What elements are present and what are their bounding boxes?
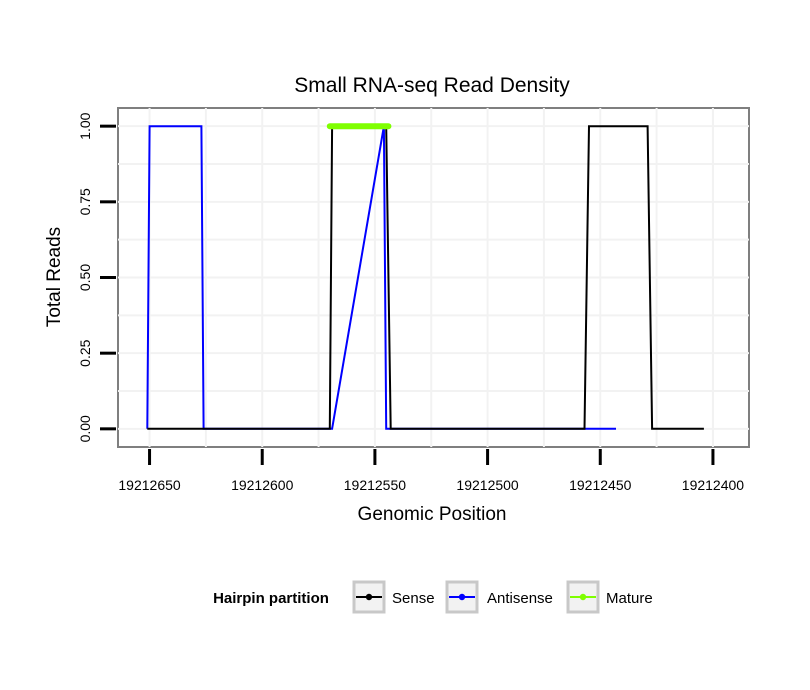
legend: Hairpin partition Sense Antisense Mature [213,580,653,614]
x-tick-label: 19212450 [569,477,632,493]
grid-lines [118,108,749,447]
series-line-sense [147,125,704,430]
y-tick-label: 0.00 [77,415,93,442]
chart-title: Small RNA-seq Read Density [294,74,570,97]
y-tick-label: 0.75 [77,188,93,215]
x-tick-label: 19212550 [344,477,407,493]
x-axis-title: Genomic Position [358,504,507,525]
y-tick-label: 0.25 [77,339,93,366]
x-tick-label: 19212600 [231,477,294,493]
legend-label: Antisense [487,590,553,607]
legend-key-point [458,593,466,601]
x-tick-label: 19212650 [118,477,181,493]
legend-title: Hairpin partition [213,590,329,607]
axes: 19212650 19212600 19212550 19212500 19212450… [77,112,744,493]
x-tick-label: 19212500 [456,477,519,493]
legend-key-point [579,593,587,601]
y-tick-label: 1.00 [77,112,93,139]
y-axis-title: Total Reads [44,227,65,327]
legend-key-point [365,593,373,601]
x-tick-label: 19212400 [682,477,745,493]
data-series [146,123,704,430]
y-tick-label: 0.50 [77,264,93,291]
legend-label: Mature [606,590,653,607]
legend-label: Sense [392,590,435,607]
